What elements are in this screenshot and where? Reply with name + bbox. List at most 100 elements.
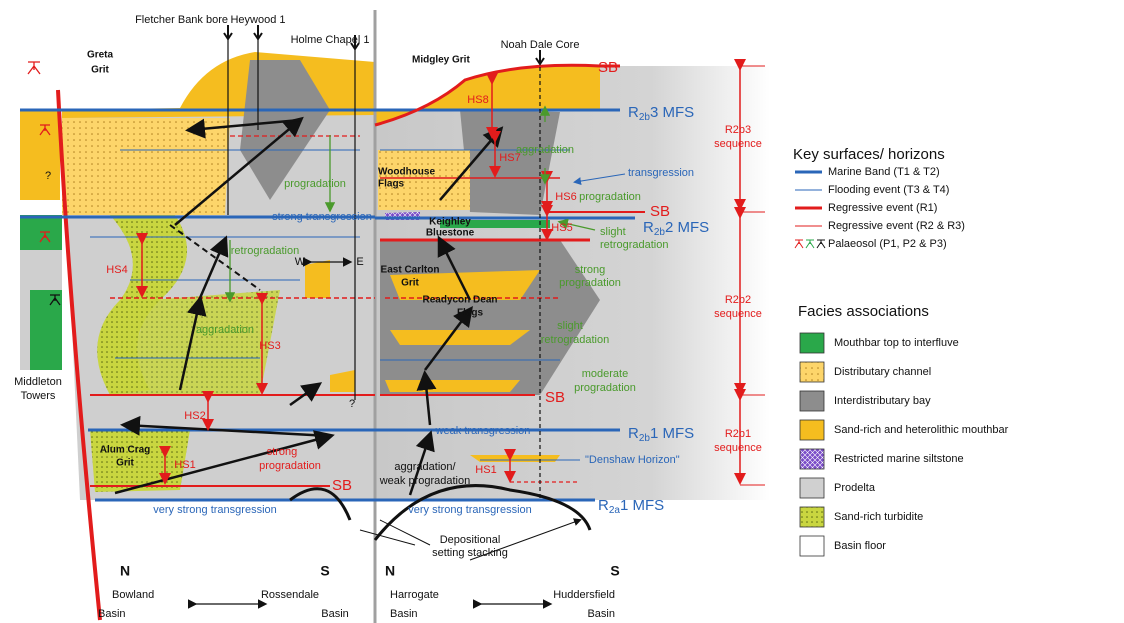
label: Rossendale <box>261 589 319 601</box>
label: strong <box>575 264 606 276</box>
label: N <box>385 563 395 579</box>
label: Alum Crag <box>100 445 151 456</box>
label: Flags <box>457 308 484 319</box>
label: Sand-rich and heterolithic mouthbar <box>834 424 1009 436</box>
label: retrogradation <box>231 245 300 257</box>
label: Distributary channel <box>834 366 931 378</box>
label: Mouthbar top to interfluve <box>834 337 959 349</box>
label: Basin <box>390 608 418 620</box>
label: Basin floor <box>834 540 886 552</box>
legend <box>795 172 825 556</box>
label: Grit <box>116 458 134 469</box>
surface-label: R2b3 MFS <box>628 104 694 123</box>
label: strong transgression <box>272 211 372 223</box>
label: Grit <box>91 65 109 76</box>
label: Midgley Grit <box>412 55 470 66</box>
surface-rest: 3 MFS <box>650 104 694 121</box>
label: Woodhouse <box>378 167 435 178</box>
label: slight <box>557 320 583 332</box>
label: Noah Dale Core <box>501 39 580 51</box>
label: moderate <box>582 368 628 380</box>
label: aggradation <box>196 324 254 336</box>
label: sequence <box>714 442 762 454</box>
label: HS7 <box>499 152 520 164</box>
surface-sub: 2b <box>639 433 651 444</box>
label: SB <box>650 203 670 220</box>
label: HS4 <box>106 264 127 276</box>
label: Grit <box>401 278 419 289</box>
label: Basin <box>587 608 615 620</box>
label: Marine Band (T1 & T2) <box>828 166 940 178</box>
label: weak progradation <box>379 475 471 487</box>
surface-base: R <box>598 497 609 514</box>
surface-rest: 1 MFS <box>620 497 664 514</box>
label: Flooding event (T3 & T4) <box>828 184 949 196</box>
label: Regressive event (R1) <box>828 202 937 214</box>
label: HS1 <box>475 464 496 476</box>
surface-rest: 1 MFS <box>650 425 694 442</box>
label: Heywood 1 <box>230 14 285 26</box>
label: Regressive event (R2 & R3) <box>828 220 965 232</box>
label: East Carlton <box>381 265 440 276</box>
surface-sub: 2b <box>654 227 666 238</box>
label: Flags <box>378 179 405 190</box>
label: Bluestone <box>426 228 475 239</box>
surface-rest: 2 MFS <box>665 219 709 236</box>
label: strong <box>267 446 298 458</box>
label: Huddersfield <box>553 589 615 601</box>
label: HS1 <box>174 459 195 471</box>
label: Middleton <box>14 376 62 388</box>
surface-sub: 2b <box>639 112 651 123</box>
label: R2b2 <box>725 294 751 306</box>
label: Basin <box>321 608 349 620</box>
label: sequence <box>714 308 762 320</box>
label: Harrogate <box>390 589 439 601</box>
label: HS8 <box>467 94 488 106</box>
surface-label: R2a1 MFS <box>598 497 664 516</box>
label: Fletcher Bank bore <box>135 14 228 26</box>
surface-base: R <box>628 104 639 121</box>
label: W <box>295 256 306 268</box>
surface-base: R <box>643 219 654 236</box>
label: R2b1 <box>725 428 751 440</box>
label: HS3 <box>259 340 280 352</box>
label: R2b3 <box>725 124 751 136</box>
label: slight <box>600 226 626 238</box>
label: setting stacking <box>432 547 508 559</box>
label: S <box>320 563 329 579</box>
label: Restricted marine siltstone <box>834 453 964 465</box>
surface-label: R2b1 MFS <box>628 425 694 444</box>
label: HS2 <box>184 410 205 422</box>
label: Basin <box>98 608 126 620</box>
label: HS6 <box>555 191 576 203</box>
label: Depositional <box>440 534 501 546</box>
label: Keighley <box>429 217 471 228</box>
label: transgression <box>628 167 694 179</box>
label: aggradation/ <box>394 461 456 473</box>
label: Facies associations <box>798 303 929 320</box>
label: progradation <box>579 191 641 203</box>
label: progradation <box>574 382 636 394</box>
label: S <box>610 563 619 579</box>
label: N <box>120 563 130 579</box>
label: Holme Chapel 1 <box>291 34 370 46</box>
label: progradation <box>259 460 321 472</box>
label: retrogradation <box>600 239 669 251</box>
label: Readycon Dean <box>422 295 497 306</box>
label: very strong transgression <box>408 504 532 516</box>
label: Sand-rich turbidite <box>834 511 923 523</box>
label: retrogradation <box>541 334 610 346</box>
surface-sub: 2a <box>609 505 621 516</box>
label: ? <box>45 170 51 182</box>
label: Bowland <box>112 589 154 601</box>
label: Palaeosol (P1, P2 & P3) <box>828 238 947 250</box>
label: E <box>356 256 363 268</box>
label: progradation <box>559 277 621 289</box>
label: Prodelta <box>834 482 876 494</box>
label: Greta <box>87 50 114 61</box>
surface-base: R <box>628 425 639 442</box>
label: SB <box>332 477 352 494</box>
label: Key surfaces/ horizons <box>793 146 945 163</box>
label: SB <box>545 389 565 406</box>
diagram: Fletcher Bank boreHeywood 1 Holme Chapel … <box>0 0 1124 623</box>
